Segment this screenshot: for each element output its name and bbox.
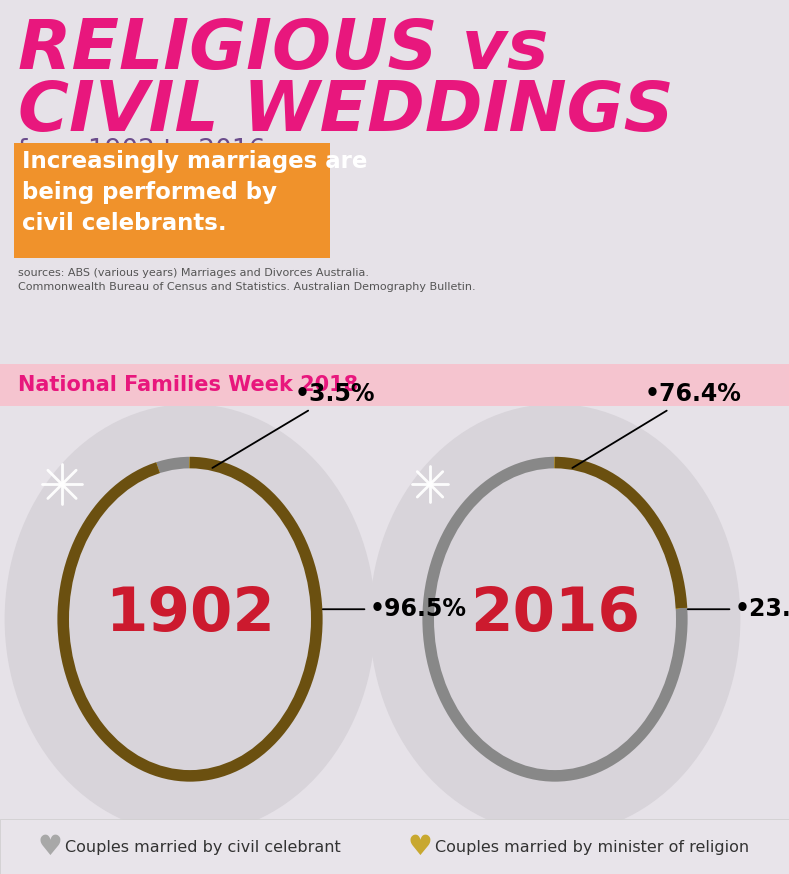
Text: CIVIL WEDDINGS: CIVIL WEDDINGS [18,78,674,145]
FancyBboxPatch shape [14,143,330,258]
Text: •76.4%: •76.4% [572,383,742,468]
Text: 1902: 1902 [105,585,275,644]
Text: 2016: 2016 [470,585,640,644]
FancyBboxPatch shape [0,364,789,406]
Text: National Families Week 2018: National Families Week 2018 [18,376,358,395]
Text: •96.5%: •96.5% [323,597,467,621]
Text: •3.5%: •3.5% [212,383,376,468]
Text: sources: ABS (various years) Marriages and Divorces Australia.
Commonwealth Bure: sources: ABS (various years) Marriages a… [18,268,476,292]
Ellipse shape [434,468,676,770]
Text: •23.6%: •23.6% [688,597,789,621]
Text: Couples married by civil celebrant: Couples married by civil celebrant [65,840,341,855]
Text: RELIGIOUS vs: RELIGIOUS vs [18,16,548,83]
Text: ♥: ♥ [408,833,432,861]
Text: from 1902 to 2016: from 1902 to 2016 [18,138,265,164]
Text: Couples married by minister of religion: Couples married by minister of religion [435,840,749,855]
FancyBboxPatch shape [0,819,789,874]
Text: Increasingly marriages are
being performed by
civil celebrants.: Increasingly marriages are being perform… [22,150,368,235]
Text: ♥: ♥ [38,833,62,861]
Ellipse shape [69,468,311,770]
